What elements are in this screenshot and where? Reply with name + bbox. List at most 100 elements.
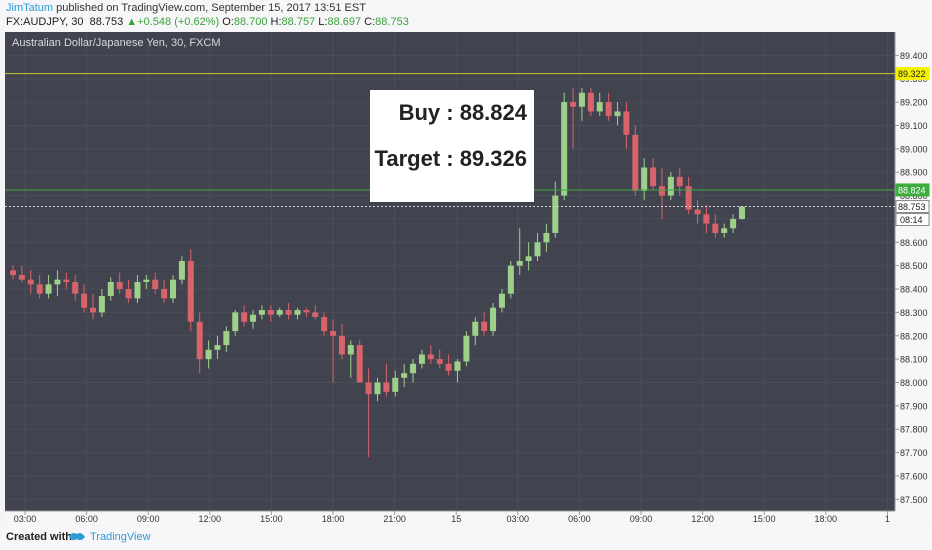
candle-body: [738, 206, 745, 219]
candle-body: [436, 359, 443, 364]
candle-body: [178, 260, 185, 280]
candle: [365, 368, 372, 458]
candle-body: [107, 282, 114, 297]
candle: [134, 275, 141, 304]
candle: [27, 270, 34, 294]
open-value: 88.700: [233, 16, 268, 28]
candle-body: [703, 214, 710, 224]
time-axis[interactable]: [5, 511, 895, 524]
candle: [321, 312, 328, 336]
open-label: O:: [222, 16, 234, 28]
candle-body: [552, 195, 559, 233]
candle-body: [463, 335, 470, 362]
candle: [605, 92, 612, 121]
candle: [667, 172, 674, 201]
level-label-box: [895, 67, 930, 81]
x-tick-label: 1: [885, 514, 890, 524]
candle: [463, 331, 470, 367]
time-axis-ticks: 03:00 06:00 09:00 12:00 15:00 18:00 21:00 15 03:…: [14, 511, 890, 524]
candle-body: [338, 335, 345, 355]
candle: [161, 279, 168, 304]
candle-body: [685, 186, 692, 210]
candle-body: [712, 223, 719, 233]
candle: [45, 275, 52, 299]
x-tick-label: 06:00: [75, 514, 98, 524]
candle-body: [490, 307, 497, 332]
candle: [54, 270, 61, 297]
y-tick-label: 87.600: [900, 471, 928, 481]
tradingview-brand[interactable]: TradingView: [90, 531, 151, 543]
candle-body: [365, 382, 372, 395]
candle: [170, 275, 177, 304]
candle: [472, 317, 479, 346]
high-label: H:: [270, 16, 282, 28]
chart-title: Australian Dollar/Japanese Yen, 30, FXCM: [12, 37, 221, 49]
candle-body: [81, 293, 88, 308]
candle-body: [632, 134, 639, 191]
y-tick-label: 89.000: [900, 144, 928, 154]
candle: [187, 249, 194, 332]
publish-line: JimTatum published on TradingView.com, S…: [6, 2, 366, 14]
candle: [98, 289, 105, 318]
candle-body: [401, 373, 408, 378]
candle-body: [561, 102, 568, 196]
candle-body: [667, 176, 674, 196]
price-axis[interactable]: [895, 32, 932, 524]
candle-body: [605, 102, 612, 117]
candle-body: [187, 260, 194, 322]
candle: [454, 359, 461, 383]
candle-body: [294, 310, 301, 315]
low-value: 88.697: [327, 16, 362, 28]
candle-body: [10, 270, 16, 276]
y-tick-label: 88.200: [900, 331, 928, 341]
author-link[interactable]: JimTatum: [6, 2, 54, 14]
candle: [614, 102, 621, 126]
candle-body: [356, 345, 363, 383]
candle-body: [330, 331, 337, 336]
candle: [481, 312, 488, 336]
x-tick-label: 03:00: [507, 514, 530, 524]
candle-body: [534, 242, 541, 257]
candle-body: [63, 279, 70, 283]
candle: [374, 377, 381, 402]
y-tick-label: 88.000: [900, 378, 928, 388]
candle: [738, 206, 745, 220]
candle: [383, 363, 390, 397]
candle-body: [721, 228, 728, 233]
y-tick-label: 87.800: [900, 425, 928, 435]
candle: [490, 303, 497, 336]
candle: [685, 176, 692, 215]
candle-body: [98, 296, 105, 313]
candle-body: [650, 167, 657, 187]
x-tick-label: 15:00: [753, 514, 776, 524]
level-label: 89.322: [898, 69, 926, 79]
close-label: C:: [364, 16, 376, 28]
candle-body: [614, 111, 621, 117]
candle-body: [445, 363, 452, 371]
candles-layer: [10, 88, 745, 458]
candle-body: [507, 265, 514, 294]
low-label: L:: [318, 16, 328, 28]
candle-body: [596, 102, 603, 112]
countdown-label: 08:14: [900, 215, 923, 225]
candle-body: [694, 209, 701, 215]
candle: [178, 256, 185, 285]
candle: [267, 305, 274, 322]
footer: Created with TradingView: [0, 526, 932, 550]
candle: [338, 324, 345, 360]
candle: [330, 319, 337, 383]
candle-body: [312, 312, 319, 318]
candle-body: [658, 186, 665, 196]
chart-area[interactable]: 89.40089.30089.20089.10089.00088.90088.8…: [0, 32, 932, 524]
candlestick-chart[interactable]: 89.40089.30089.20089.10089.00088.90088.8…: [0, 32, 932, 524]
candle-body: [223, 331, 230, 346]
candle: [143, 275, 150, 290]
candle: [90, 293, 97, 320]
annotation-box: [370, 90, 534, 202]
trade-annotation[interactable]: Buy : 88.824 Target : 89.326: [370, 90, 534, 202]
candle-body: [543, 232, 550, 243]
candle-body: [196, 321, 203, 360]
x-tick-label: 18:00: [322, 514, 345, 524]
candle: [632, 125, 639, 196]
symbol-label: FX:AUDJPY, 30: [6, 16, 84, 28]
